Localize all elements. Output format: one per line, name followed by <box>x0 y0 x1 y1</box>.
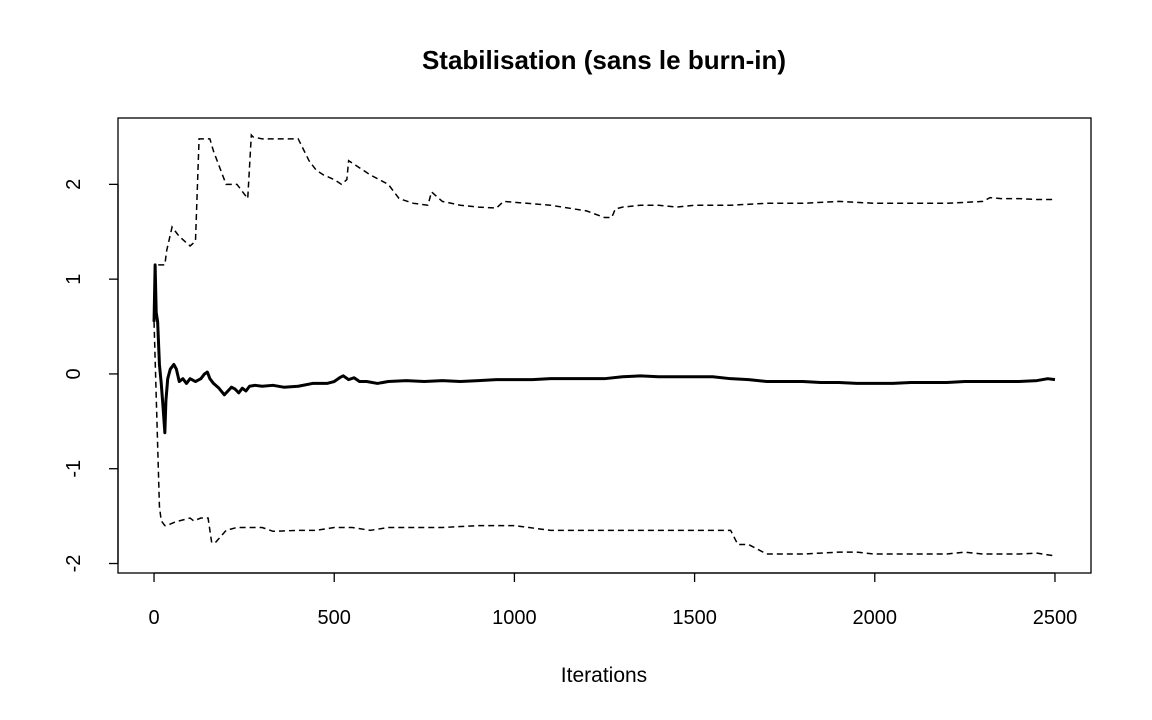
y-tick-label: 2 <box>63 179 85 190</box>
x-tick-label: 2000 <box>853 607 898 629</box>
series-running-mean-line <box>152 263 1056 435</box>
x-axis: 0 500 1000 1500 2000 2500 <box>148 572 1078 629</box>
x-axis-label: Iterations <box>561 664 647 687</box>
y-tick-label: -2 <box>63 555 85 573</box>
x-tick-label: 0 <box>148 607 159 629</box>
y-tick-label: 0 <box>63 368 85 379</box>
x-tick-label: 2500 <box>1033 607 1078 629</box>
x-tick-label: 1000 <box>492 607 537 629</box>
series-lower-bound-line <box>153 321 1056 557</box>
y-tick-label: -1 <box>63 460 85 478</box>
series-group <box>152 133 1056 557</box>
y-tick-label: 1 <box>63 274 85 285</box>
y-axis: -2 -1 0 1 2 <box>63 179 119 573</box>
chart-title: Stabilisation (sans le burn-in) <box>422 45 786 75</box>
x-tick-label: 500 <box>318 607 351 629</box>
plot-frame <box>117 117 1092 574</box>
series-upper-bound-line <box>153 133 1055 322</box>
x-tick-label: 1500 <box>672 607 717 629</box>
